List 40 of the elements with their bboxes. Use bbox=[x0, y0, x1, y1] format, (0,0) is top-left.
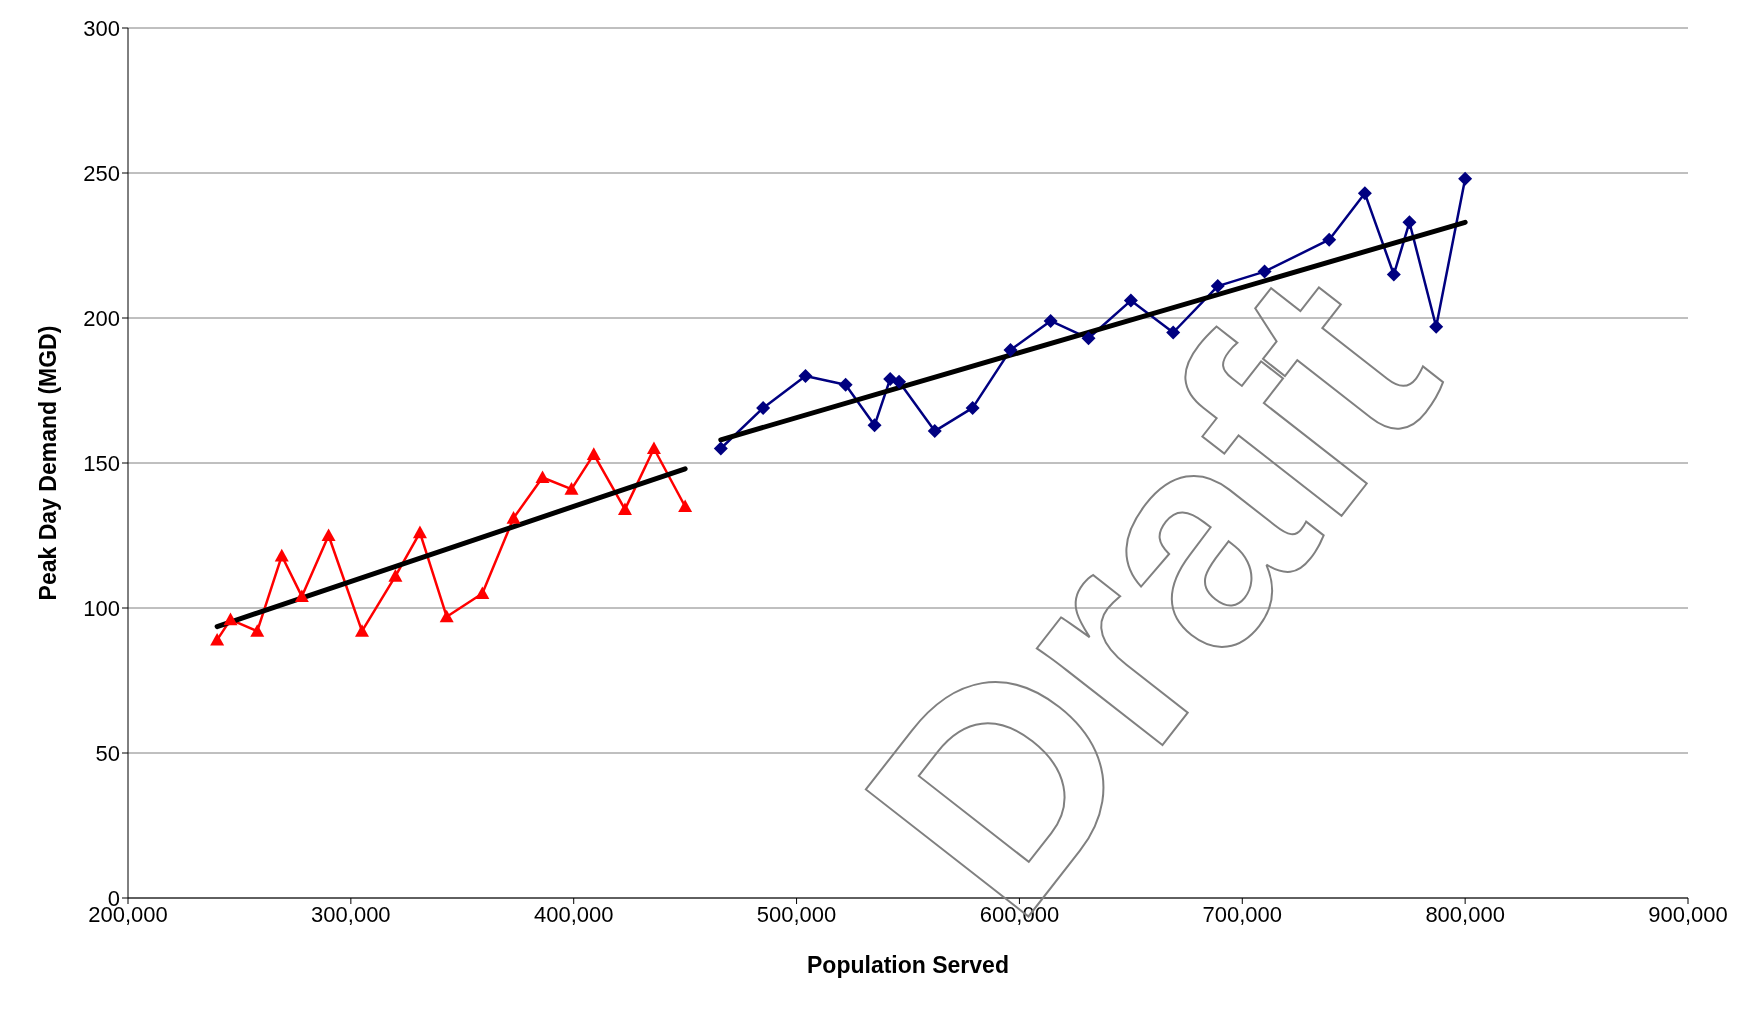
point bbox=[564, 482, 579, 495]
x-tick-label: 300,000 bbox=[311, 901, 391, 927]
y-tick-label: 300 bbox=[83, 15, 120, 41]
point bbox=[1402, 215, 1417, 230]
point bbox=[838, 377, 853, 392]
point bbox=[388, 569, 403, 582]
y-axis-title: Peak Day Demand (MGD) bbox=[35, 325, 62, 601]
point bbox=[274, 548, 289, 562]
x-axis-title: Population Served bbox=[807, 952, 1009, 978]
y-tick-label: 200 bbox=[83, 305, 120, 331]
y-tick-label: 250 bbox=[83, 160, 120, 186]
point bbox=[1458, 171, 1473, 186]
point bbox=[678, 499, 693, 513]
point bbox=[321, 528, 336, 542]
point bbox=[1322, 232, 1337, 247]
point bbox=[1257, 264, 1272, 279]
y-tick-label: 150 bbox=[83, 450, 120, 476]
point bbox=[412, 525, 427, 539]
point bbox=[475, 586, 490, 600]
point bbox=[617, 502, 632, 515]
point bbox=[223, 612, 238, 626]
x-tick-label: 900,000 bbox=[1648, 901, 1728, 927]
point bbox=[586, 447, 601, 460]
x-tick-label: 500,000 bbox=[756, 901, 837, 927]
point bbox=[713, 441, 728, 456]
point bbox=[646, 441, 661, 455]
point bbox=[535, 470, 550, 484]
x-tick-label: 400,000 bbox=[533, 901, 614, 927]
y-tick-label: 100 bbox=[83, 595, 120, 621]
point bbox=[355, 624, 369, 637]
point bbox=[1357, 186, 1372, 201]
point bbox=[1386, 267, 1401, 282]
point bbox=[250, 624, 265, 637]
point bbox=[798, 369, 813, 383]
point bbox=[439, 609, 454, 623]
point bbox=[506, 511, 521, 524]
y-tick-label: 50 bbox=[95, 740, 120, 766]
point bbox=[210, 632, 225, 646]
point bbox=[756, 400, 771, 415]
point bbox=[294, 589, 309, 602]
